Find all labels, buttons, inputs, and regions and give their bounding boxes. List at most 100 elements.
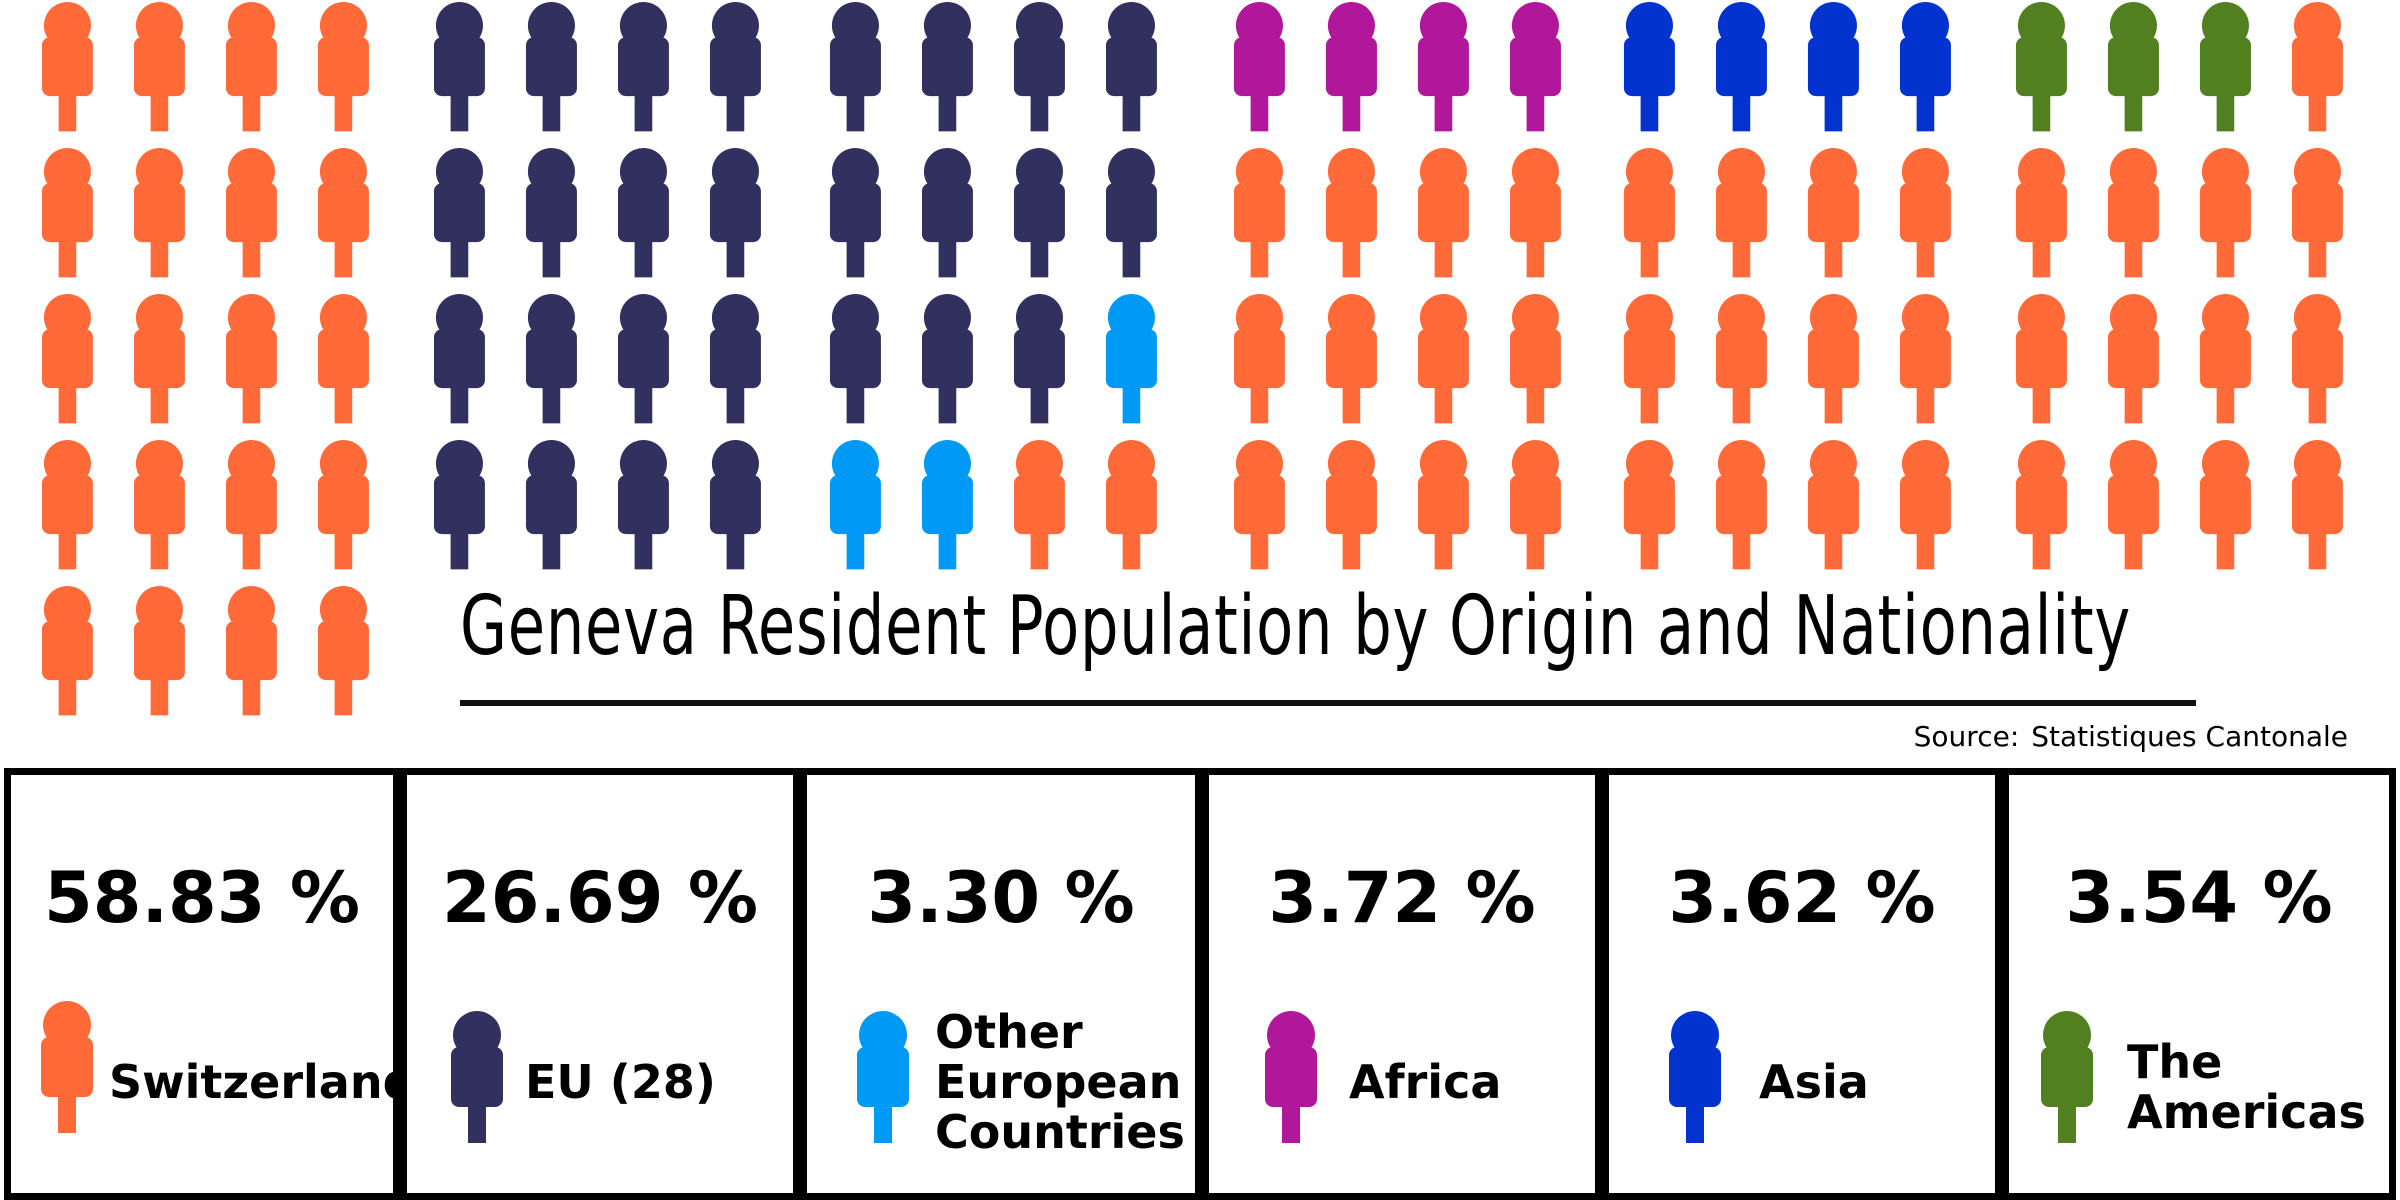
card-value: 3.54 % — [2065, 857, 2333, 939]
pictogram-person-icon — [709, 148, 761, 278]
pictogram-person-icon — [525, 294, 577, 424]
person-icon — [857, 1011, 909, 1143]
pictogram-person-icon — [225, 586, 277, 716]
pictogram-person-icon — [317, 294, 369, 424]
card-value: 3.30 % — [867, 857, 1135, 939]
pictogram-person-icon — [225, 148, 277, 278]
pictogram-person-icon — [829, 2, 881, 132]
pictogram-person-icon — [1623, 2, 1675, 132]
pictogram-person-icon — [1509, 294, 1561, 424]
title-underline — [460, 700, 2196, 706]
pictogram-person-icon — [2107, 440, 2159, 570]
pictogram-person-icon — [2291, 2, 2343, 132]
pictogram-person-icon — [1715, 2, 1767, 132]
pictogram-person-icon — [525, 440, 577, 570]
pictogram-person-icon — [1715, 294, 1767, 424]
person-icon — [1669, 1011, 1721, 1143]
pictogram-person-icon — [1325, 148, 1377, 278]
card-value: 3.72 % — [1268, 857, 1536, 939]
pictogram-person-icon — [1233, 2, 1285, 132]
pictogram-person-icon — [709, 294, 761, 424]
pictogram-person-icon — [1325, 440, 1377, 570]
pictogram-person-icon — [2015, 148, 2067, 278]
pictogram-person-icon — [41, 148, 93, 278]
source-note: Source: Statistiques Cantonale — [1914, 720, 2348, 753]
pictogram-person-icon — [41, 294, 93, 424]
pictogram-person-icon — [2015, 2, 2067, 132]
legend-cards: 58.83 % Switzerland 26.69 % EU (28) 3.30… — [0, 768, 2400, 1200]
pictogram-person-icon — [1623, 148, 1675, 278]
pictogram-person-icon — [1233, 148, 1285, 278]
pictogram-person-icon — [829, 148, 881, 278]
pictogram-person-icon — [1807, 440, 1859, 570]
pictogram-person-icon — [1013, 148, 1065, 278]
pictogram-person-icon — [133, 586, 185, 716]
pictogram-person-icon — [1013, 2, 1065, 132]
pictogram-person-icon — [133, 2, 185, 132]
pictogram-person-icon — [225, 440, 277, 570]
pictogram-person-icon — [317, 440, 369, 570]
title-container: Geneva Resident Population by Origin and… — [460, 586, 2200, 668]
pictogram-person-icon — [2199, 148, 2251, 278]
pictogram-person-icon — [2291, 440, 2343, 570]
card-label: Africa — [1349, 1055, 1502, 1109]
pictogram-person-icon — [617, 294, 669, 424]
card-other-european: 3.30 % Other European Countries — [800, 768, 1202, 1200]
pictogram-person-icon — [317, 2, 369, 132]
pictogram-person-icon — [709, 2, 761, 132]
pictogram-person-icon — [1807, 148, 1859, 278]
pictogram-person-icon — [1325, 294, 1377, 424]
person-icon — [2041, 1011, 2093, 1143]
pictogram-person-icon — [921, 440, 973, 570]
pictogram-person-icon — [1899, 148, 1951, 278]
pictogram-person-icon — [2199, 440, 2251, 570]
pictogram-person-icon — [1325, 2, 1377, 132]
source-value: Statistiques Cantonale — [2031, 720, 2348, 753]
card-asia: 3.62 % Asia — [1602, 768, 2002, 1200]
pictogram-person-icon — [1807, 2, 1859, 132]
pictogram-person-icon — [433, 2, 485, 132]
pictogram-person-icon — [617, 440, 669, 570]
pictogram-person-icon — [433, 294, 485, 424]
pictogram-person-icon — [1013, 440, 1065, 570]
pictogram-person-icon — [133, 294, 185, 424]
pictogram-person-icon — [1105, 2, 1157, 132]
pictogram-person-icon — [1899, 294, 1951, 424]
pictogram-person-icon — [133, 148, 185, 278]
page-title: Geneva Resident Population by Origin and… — [460, 579, 2132, 674]
pictogram-person-icon — [317, 586, 369, 716]
source-label: Source: — [1913, 720, 2020, 753]
pictogram-person-icon — [1105, 294, 1157, 424]
card-americas: 3.54 % The Americas — [2002, 768, 2396, 1200]
person-icon — [451, 1011, 503, 1143]
pictogram-person-icon — [1105, 148, 1157, 278]
pictogram-person-icon — [2291, 148, 2343, 278]
card-switzerland: 58.83 % Switzerland — [4, 768, 416, 1200]
pictogram-person-icon — [1417, 2, 1469, 132]
pictogram-person-icon — [1509, 148, 1561, 278]
pictogram-person-icon — [317, 148, 369, 278]
pictogram-person-icon — [829, 440, 881, 570]
card-label: EU (28) — [525, 1055, 716, 1109]
pictogram-person-icon — [1509, 440, 1561, 570]
pictogram-person-icon — [2107, 2, 2159, 132]
person-icon — [1265, 1011, 1317, 1143]
pictogram-person-icon — [2107, 148, 2159, 278]
pictogram-person-icon — [2015, 294, 2067, 424]
pictogram-person-icon — [1715, 148, 1767, 278]
pictogram-person-icon — [525, 148, 577, 278]
pictogram-person-icon — [829, 294, 881, 424]
pictogram-person-icon — [921, 148, 973, 278]
pictogram-person-icon — [1899, 2, 1951, 132]
pictogram-person-icon — [1623, 440, 1675, 570]
pictogram-person-icon — [225, 294, 277, 424]
card-value: 26.69 % — [442, 857, 758, 939]
pictogram-person-icon — [2291, 294, 2343, 424]
pictogram-person-icon — [2199, 294, 2251, 424]
pictogram-person-icon — [1715, 440, 1767, 570]
pictogram-person-icon — [1105, 440, 1157, 570]
pictogram-person-icon — [1417, 294, 1469, 424]
pictogram-person-icon — [921, 294, 973, 424]
pictogram-person-icon — [433, 148, 485, 278]
pictogram-person-icon — [1509, 2, 1561, 132]
